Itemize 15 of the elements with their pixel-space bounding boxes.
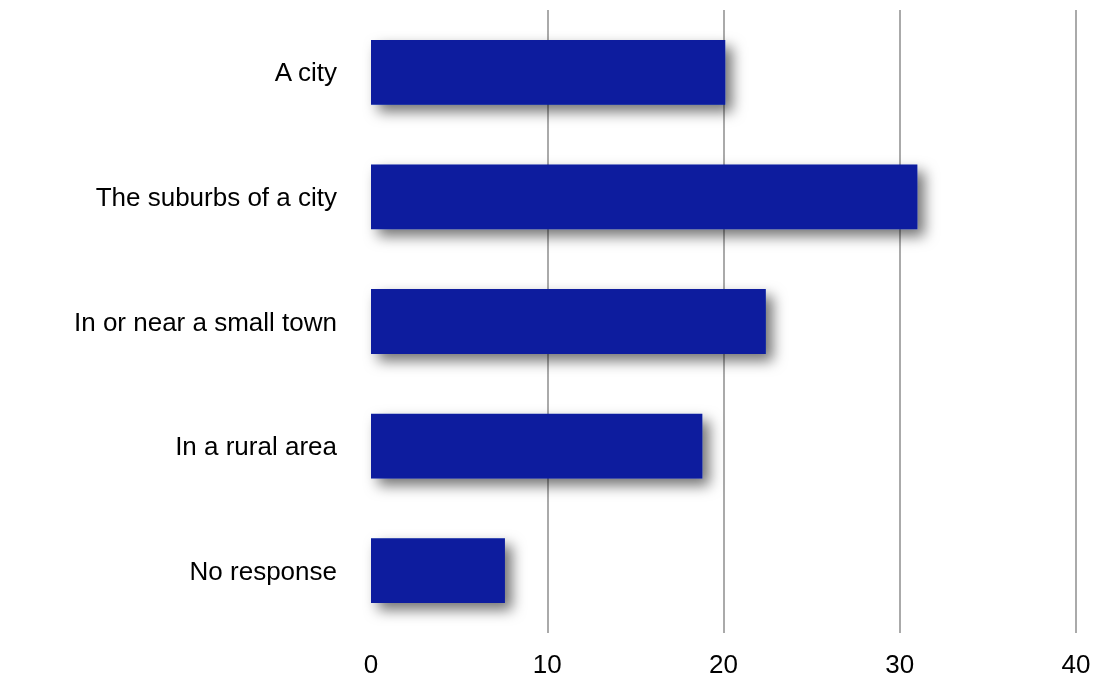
x-tick-label: 0 (363, 649, 379, 679)
bar (371, 538, 505, 604)
x-tick-label: 40 (1061, 649, 1091, 679)
y-tick-label: In or near a small town (73, 306, 337, 337)
y-tick-label: A city (274, 57, 337, 88)
x-tick-label: 30 (885, 649, 915, 679)
y-tick-label: The suburbs of a city (95, 181, 337, 212)
bar (371, 39, 726, 105)
bar (371, 413, 703, 479)
bar (371, 289, 766, 354)
bar (371, 164, 918, 230)
x-tick-label: 10 (532, 649, 562, 679)
x-tick-label: 20 (709, 649, 738, 679)
y-tick-label: No response (189, 555, 337, 586)
y-tick-label: In a rural area (175, 431, 338, 462)
